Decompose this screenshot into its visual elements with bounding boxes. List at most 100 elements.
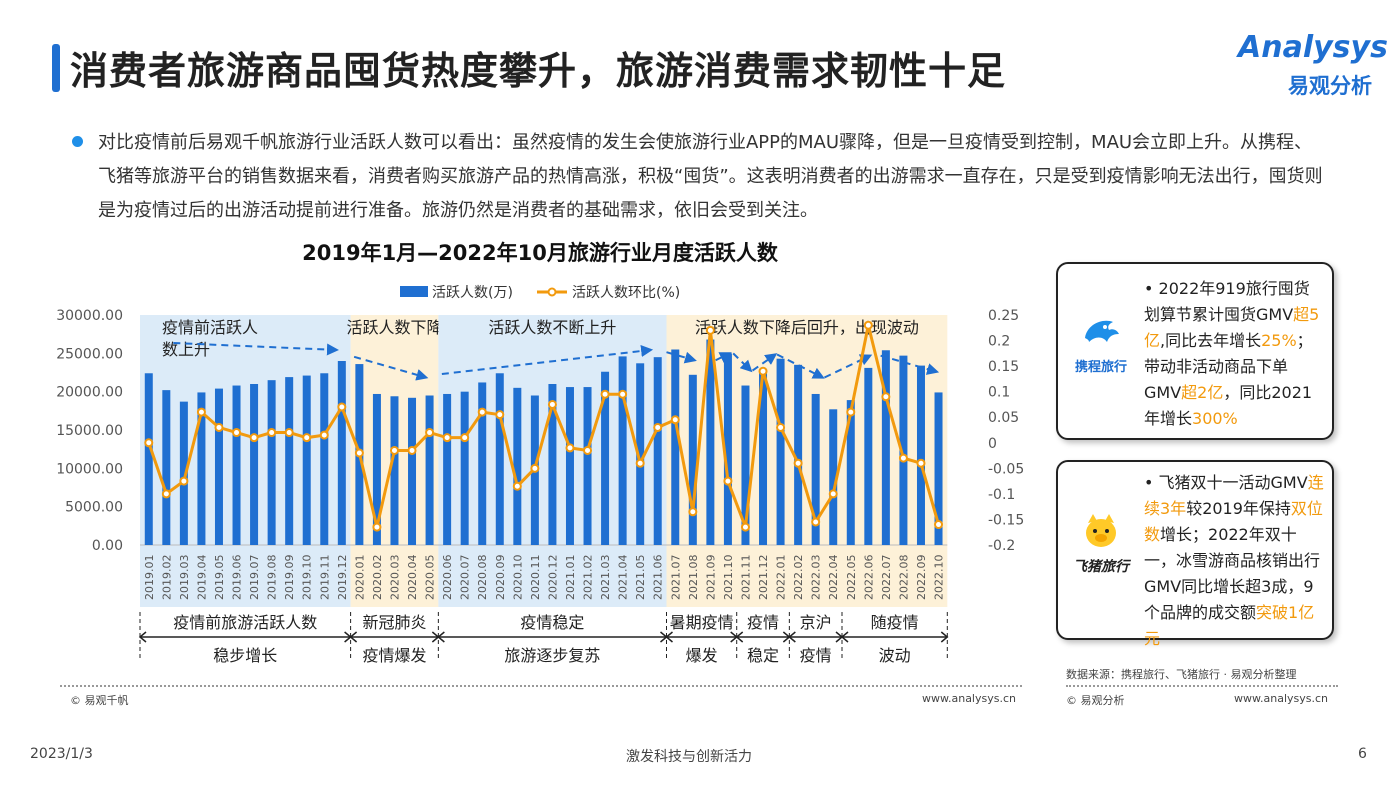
bar-2021.12 — [759, 371, 768, 545]
bar-2020.10 — [513, 387, 522, 545]
y-left-tick-label: 10000.00 — [56, 461, 123, 477]
bar-2022.05 — [846, 400, 855, 545]
highlight-text: 超2亿 — [1181, 383, 1224, 402]
card-text-segment: ,同比去年增长 — [1160, 331, 1262, 350]
x-tick-label: 2020.11 — [529, 555, 542, 601]
mom-point-2020.11 — [530, 463, 540, 473]
bar-2021.03 — [601, 371, 610, 545]
period-label-top: 疫情 — [747, 613, 779, 632]
mom-point-2020.08 — [477, 407, 487, 417]
mom-point-2021.04 — [618, 389, 628, 399]
mom-point-2020.01 — [354, 448, 364, 458]
bar-2019.02 — [162, 390, 171, 545]
card-text-segment: 较2019年保持 — [1186, 499, 1291, 518]
bar-2020.12 — [548, 384, 557, 545]
bullet-dot-icon — [72, 136, 83, 147]
card-text-segment: 2022年919旅行囤货划算节累计囤货GMV — [1144, 279, 1310, 324]
x-tick-label: 2020.04 — [406, 555, 419, 601]
mom-point-2022.09 — [916, 458, 926, 468]
trend-arrow — [732, 352, 753, 373]
mom-point-2019.01 — [144, 438, 154, 448]
bar-2019.09 — [285, 377, 294, 545]
trend-arrow — [666, 351, 697, 364]
period-arrow-left — [735, 631, 744, 643]
y-right-tick-label: 0.25 — [988, 308, 1019, 324]
x-tick-label: 2019.01 — [143, 555, 156, 601]
fliggy-card: 飞猪旅行 • 飞猪双十一活动GMV连续3年较2019年保持双位数增长；2022年… — [1056, 460, 1334, 648]
mom-point-2021.05 — [635, 458, 645, 468]
mom-point-2020.06 — [442, 433, 452, 443]
mom-point-2021.10 — [723, 476, 733, 486]
x-tick-label: 2020.03 — [388, 555, 401, 601]
x-tick-label: 2022.07 — [880, 555, 893, 601]
bar-2022.02 — [794, 364, 803, 545]
x-tick-label: 2019.02 — [160, 555, 173, 601]
chart-title: 2019年1月—2022年10月旅游行业月度活跃人数 — [302, 241, 779, 265]
x-tick-label: 2021.06 — [652, 555, 665, 601]
mom-point-2019.08 — [267, 428, 277, 438]
y-left-tick-label: 20000.00 — [56, 385, 123, 401]
footer-date: 2023/1/3 — [30, 746, 93, 762]
bar-2021.08 — [688, 374, 697, 545]
bar-2022.03 — [811, 393, 820, 545]
mom-point-2021.07 — [670, 415, 680, 425]
mom-point-2019.12 — [337, 402, 347, 412]
x-tick-label: 2021.09 — [704, 555, 717, 601]
mom-point-2020.04 — [407, 445, 417, 455]
bar-2019.08 — [267, 380, 276, 545]
x-tick-label: 2019.06 — [231, 555, 244, 601]
mom-point-2022.06 — [863, 320, 873, 330]
mom-point-2022.02 — [793, 458, 803, 468]
mom-point-2021.03 — [600, 389, 610, 399]
pig-icon — [1086, 514, 1116, 547]
period-arrow-left — [138, 631, 147, 643]
bar-2021.11 — [741, 385, 750, 545]
legend-line-label: 活跃人数环比(%) — [572, 285, 680, 301]
period-arrow-left — [437, 631, 445, 643]
mom-point-2019.07 — [249, 433, 259, 443]
legend-bar-label: 活跃人数(万) — [432, 285, 513, 301]
x-tick-label: 2019.11 — [318, 555, 331, 601]
y-right-tick-label: 0.15 — [988, 359, 1019, 375]
mom-point-2020.10 — [512, 481, 522, 491]
x-tick-label: 2020.02 — [371, 555, 384, 601]
legend-line-marker — [547, 287, 557, 297]
x-tick-label: 2020.01 — [353, 555, 366, 601]
mom-point-2020.03 — [389, 445, 399, 455]
period-label-top: 新冠肺炎 — [362, 613, 426, 632]
card-text-segment: 飞猪双十一活动GMV — [1158, 473, 1308, 492]
x-tick-label: 2022.06 — [862, 555, 875, 601]
period-label-top: 京沪 — [800, 613, 832, 632]
period-label-top: 暑期疫情 — [670, 613, 734, 632]
x-tick-label: 2022.02 — [792, 555, 805, 601]
period-arrow-left — [665, 631, 673, 643]
mom-point-2021.08 — [688, 507, 698, 517]
y-right-tick-label: -0.1 — [988, 487, 1015, 503]
mom-point-2020.12 — [547, 399, 557, 409]
trend-arrow — [353, 355, 429, 381]
right-url[interactable]: www.analysys.cn — [1234, 692, 1328, 705]
bar-2022.01 — [776, 358, 785, 545]
x-tick-label: 2021.05 — [634, 555, 647, 601]
x-tick-label: 2020.07 — [459, 555, 472, 601]
bar-2022.07 — [881, 350, 890, 545]
bar-2020.04 — [408, 397, 417, 545]
y-right-tick-label: 0.2 — [988, 334, 1010, 350]
mom-point-2019.10 — [302, 433, 312, 443]
period-label-bottom: 稳定 — [747, 646, 779, 665]
mom-point-2019.06 — [232, 428, 242, 438]
x-tick-label: 2021.10 — [722, 555, 735, 601]
period-label-bottom: 疫情 — [800, 646, 832, 665]
card-text-segment: ；带动非活动商品下单GMV — [1144, 331, 1313, 402]
y-left-tick-label: 30000.00 — [56, 308, 123, 324]
y-right-tick-label: 0.05 — [988, 410, 1019, 426]
period-arrow-left — [349, 631, 358, 643]
mom-point-2022.03 — [811, 517, 821, 527]
x-tick-label: 2019.05 — [213, 555, 226, 601]
mom-point-2022.01 — [776, 422, 786, 432]
y-right-tick-label: -0.15 — [988, 512, 1024, 528]
left-url[interactable]: www.analysys.cn — [922, 692, 1016, 705]
mom-point-2021.11 — [740, 522, 750, 532]
right-divider — [1066, 685, 1338, 687]
bar-2021.09 — [706, 339, 715, 545]
